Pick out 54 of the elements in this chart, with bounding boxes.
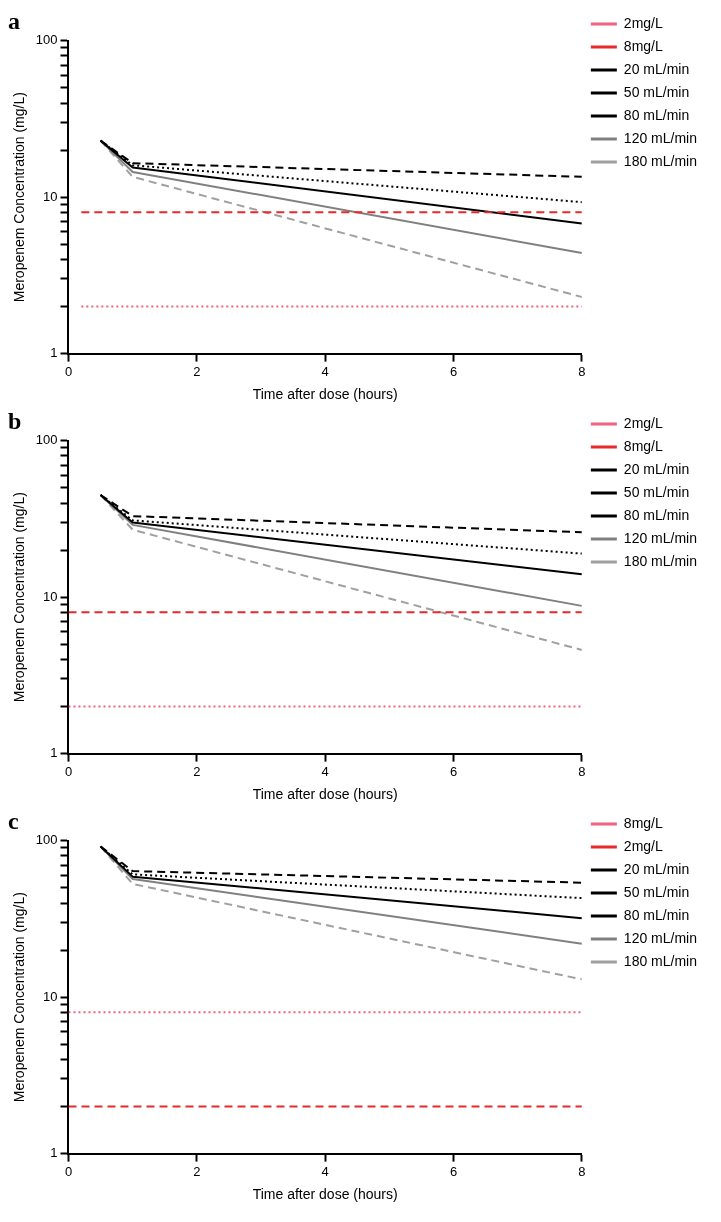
chart-title: c <box>8 807 19 834</box>
legend-label: 180 mL/min <box>623 952 698 969</box>
legend-label: 120 mL/min <box>623 529 698 546</box>
legend-label: 2mg/L <box>623 837 663 854</box>
legend-label: 8mg/L <box>623 437 663 454</box>
y-tick-label: 100 <box>35 32 58 48</box>
x-axis-title: Time after dose (hours) <box>252 386 398 403</box>
legend-label: 120 mL/min <box>623 129 698 146</box>
x-tick-label: 2 <box>193 763 201 779</box>
chart-title: a <box>8 7 20 34</box>
legend-label: 20 mL/min <box>623 460 690 477</box>
y-tick-label: 1 <box>50 745 58 761</box>
legend-label: 80 mL/min <box>623 106 690 123</box>
legend-label: 20 mL/min <box>623 60 690 77</box>
y-tick-label: 100 <box>35 432 58 448</box>
y-axis-title: Meropenem Concentration (mg/L) <box>11 92 28 303</box>
legend-label: 50 mL/min <box>623 483 690 500</box>
legend-label: 20 mL/min <box>623 860 690 877</box>
x-axis-title: Time after dose (hours) <box>252 786 398 803</box>
legend-label: 80 mL/min <box>623 506 690 523</box>
y-tick-label: 10 <box>43 588 58 604</box>
y-tick-label: 1 <box>50 1145 58 1161</box>
y-axis-title: Meropenem Concentration (mg/L) <box>11 492 28 703</box>
x-tick-label: 8 <box>578 363 586 379</box>
legend-label: 2mg/L <box>623 414 663 431</box>
legend-label: 8mg/L <box>623 814 663 831</box>
y-tick-label: 10 <box>43 988 58 1004</box>
x-tick-label: 0 <box>64 363 73 379</box>
legend-label: 50 mL/min <box>623 883 690 900</box>
chart-title: b <box>8 407 22 434</box>
x-tick-label: 6 <box>449 1163 458 1179</box>
y-tick-label: 1 <box>50 345 58 361</box>
legend-label: 8mg/L <box>623 37 663 54</box>
x-tick-label: 6 <box>449 763 458 779</box>
y-tick-label: 10 <box>43 188 58 204</box>
y-axis-title: Meropenem Concentration (mg/L) <box>11 892 28 1103</box>
x-tick-label: 6 <box>449 363 458 379</box>
x-axis-title: Time after dose (hours) <box>252 1186 398 1203</box>
x-tick-label: 4 <box>321 363 329 379</box>
x-tick-label: 4 <box>321 763 329 779</box>
x-tick-label: 2 <box>193 363 201 379</box>
x-tick-label: 8 <box>578 1163 586 1179</box>
legend-label: 180 mL/min <box>623 552 698 569</box>
y-tick-label: 100 <box>35 832 58 848</box>
x-tick-label: 0 <box>64 763 73 779</box>
legend-label: 2mg/L <box>623 14 663 31</box>
legend-label: 50 mL/min <box>623 83 690 100</box>
x-tick-label: 0 <box>64 1163 73 1179</box>
x-tick-label: 8 <box>578 763 586 779</box>
legend-label: 80 mL/min <box>623 906 690 923</box>
legend-label: 120 mL/min <box>623 929 698 946</box>
legend-label: 180 mL/min <box>623 152 698 169</box>
x-tick-label: 2 <box>193 1163 201 1179</box>
x-tick-label: 4 <box>321 1163 329 1179</box>
